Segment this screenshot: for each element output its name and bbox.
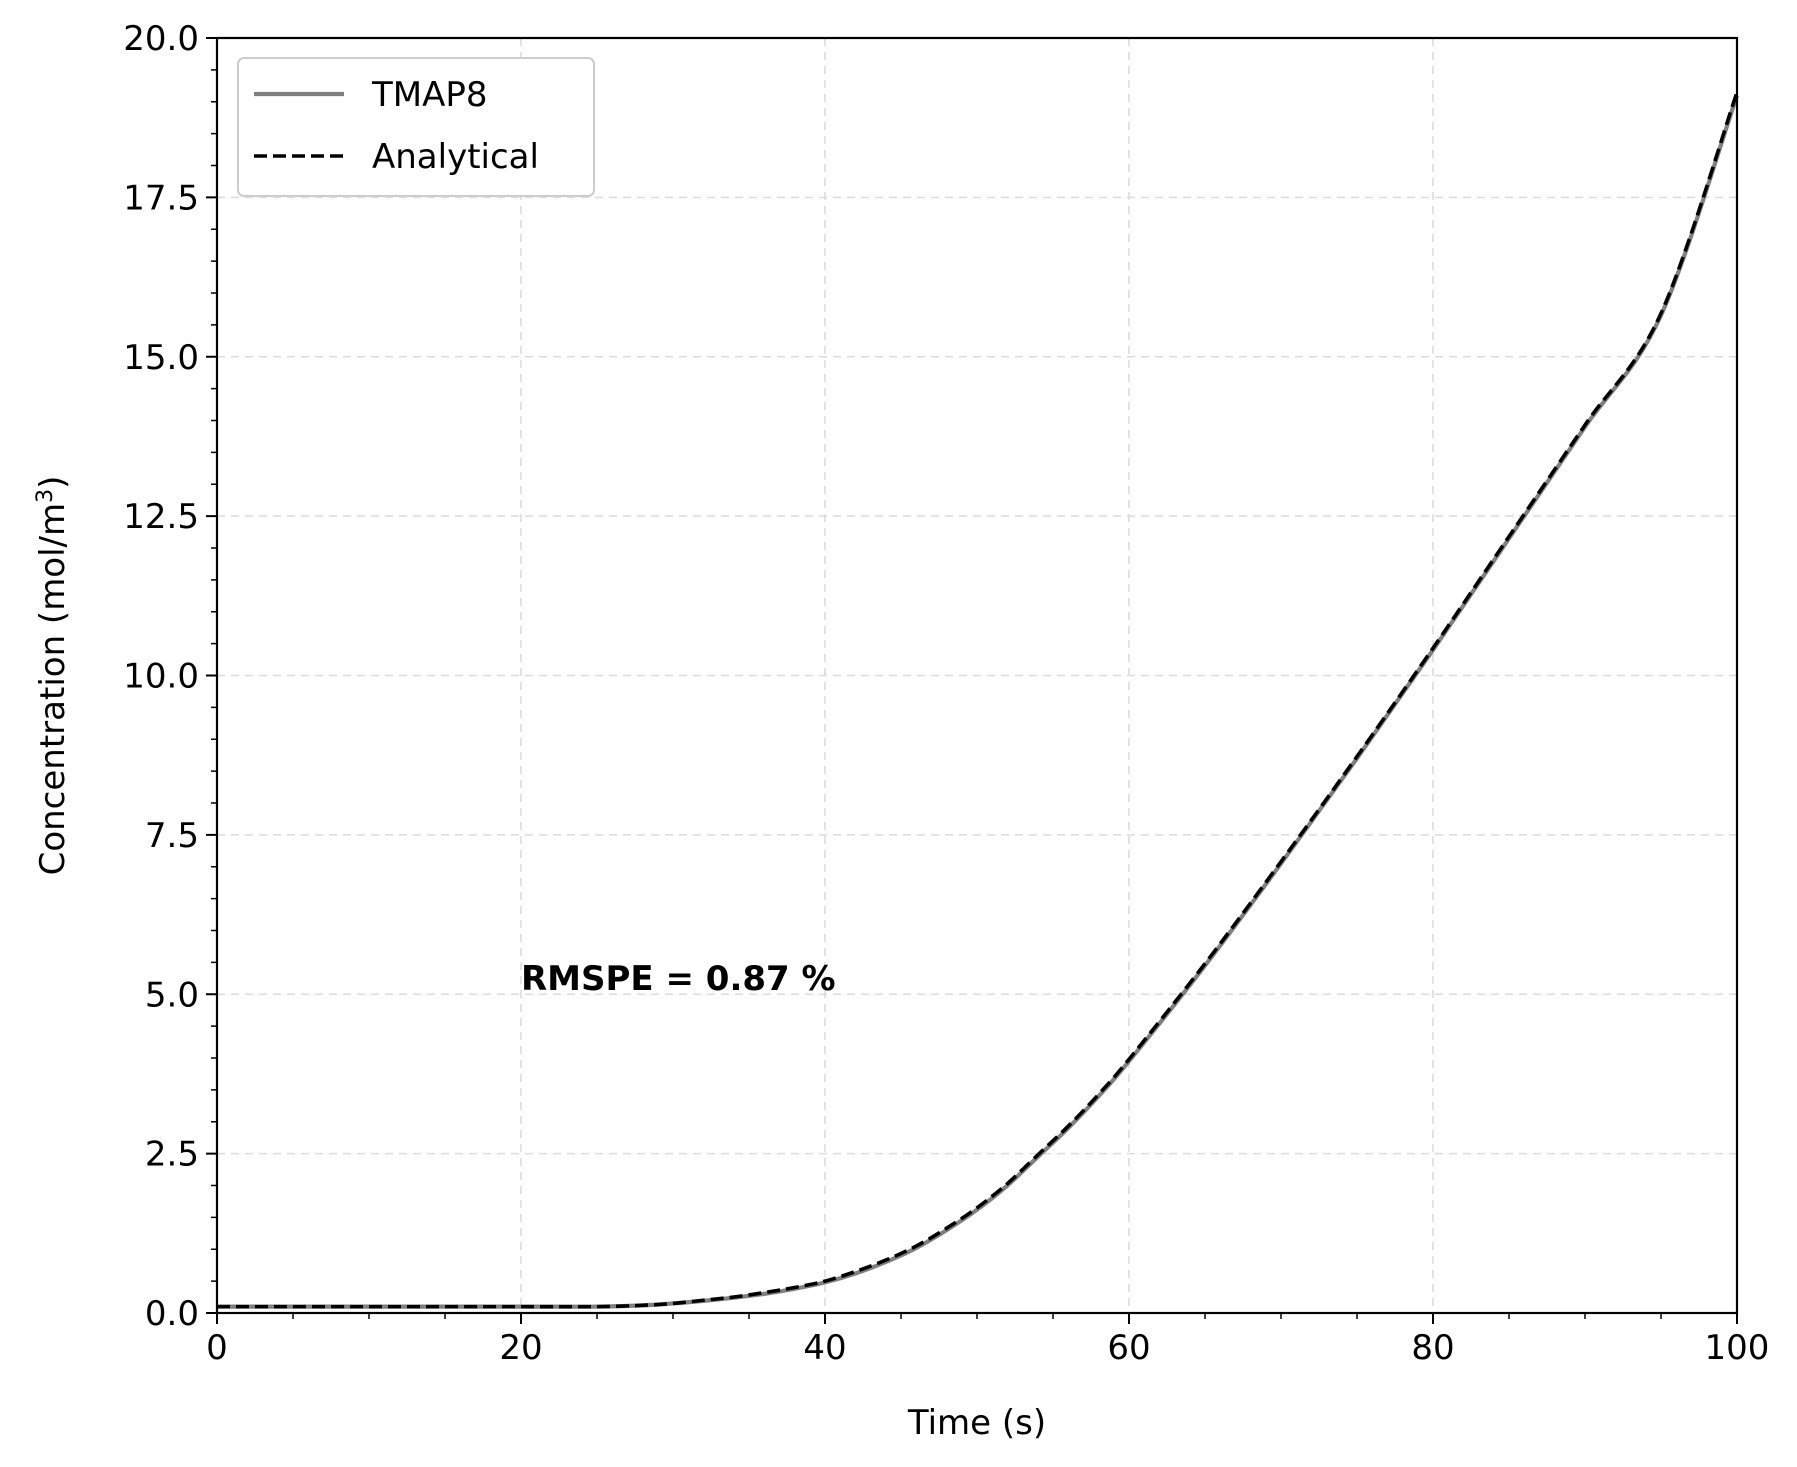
x-tick-label: 20 — [499, 1328, 542, 1368]
y-tick-label: 20.0 — [123, 19, 199, 59]
y-tick-label: 0.0 — [145, 1294, 199, 1334]
axis-ticks: 0 20 40 60 80 100 0.0 2.5 5.0 7.5 10.0 12.5 15.0 17.5… — [123, 19, 1769, 1368]
grid — [217, 38, 1737, 1313]
legend: TMAP8 Analytical — [237, 57, 595, 197]
y-tick-label: 10.0 — [123, 657, 199, 697]
y-tick-label: 15.0 — [123, 338, 199, 378]
y-tick-label: 12.5 — [123, 497, 199, 537]
x-tick-label: 100 — [1705, 1328, 1770, 1368]
x-axis-label: Time (s) — [907, 1403, 1046, 1443]
y-tick-label: 5.0 — [145, 975, 199, 1015]
y-axis-label-tail: ) — [33, 476, 73, 489]
series-layer — [217, 91, 1739, 1309]
rmspe-annotation: RMSPE = 0.87 % — [521, 959, 836, 999]
x-tick-label: 80 — [1411, 1328, 1454, 1368]
x-tick-label: 40 — [803, 1328, 846, 1368]
y-axis-label-superscript: 3 — [33, 489, 58, 503]
x-tick-label: 60 — [1107, 1328, 1150, 1368]
y-tick-label: 17.5 — [123, 178, 199, 218]
legend-label-tmap8: TMAP8 — [371, 75, 488, 115]
y-tick-label: 7.5 — [145, 816, 199, 856]
y-axis-label-main: Concentration (mol/m — [33, 503, 73, 876]
series-line-analytical — [217, 91, 1739, 1309]
legend-label-analytical: Analytical — [372, 137, 539, 177]
x-tick-label: 0 — [206, 1328, 228, 1368]
y-tick-label: 2.5 — [145, 1135, 199, 1175]
y-axis-label: Concentration (mol/m3) — [33, 476, 74, 876]
